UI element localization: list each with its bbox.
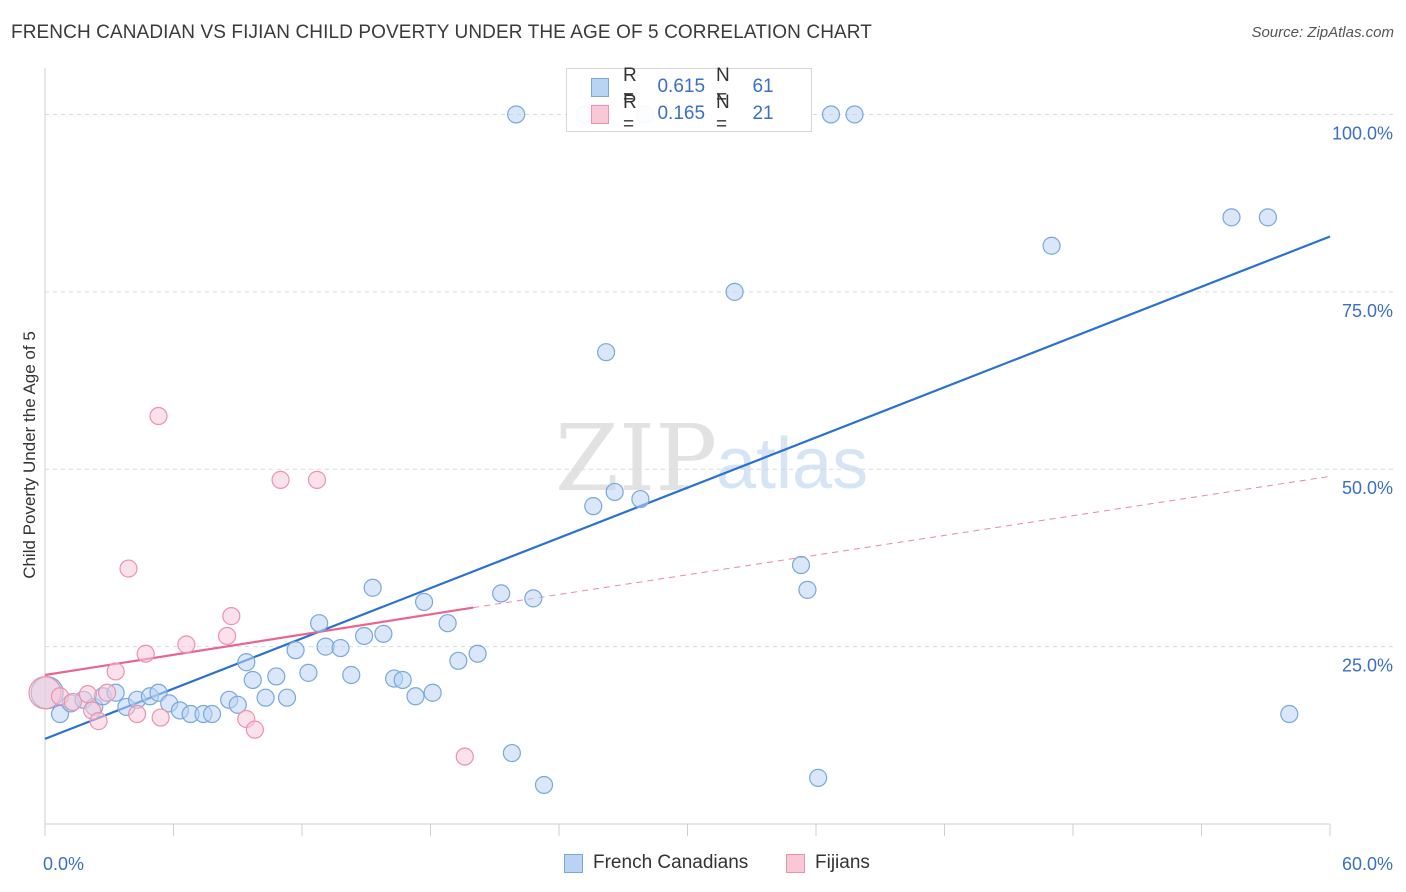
point-french-canadians <box>256 688 275 707</box>
grid-lines <box>45 113 1395 648</box>
point-french-canadians <box>597 343 616 362</box>
point-fijians <box>217 626 237 646</box>
legend-label: French Canadians <box>593 852 749 873</box>
x-tick-label: 60.0% <box>1342 854 1393 874</box>
point-french-canadians <box>406 687 425 706</box>
point-fijians <box>245 720 264 739</box>
y-tick-label: 100.0% <box>1332 123 1393 143</box>
chart-title: FRENCH CANADIAN VS FIJIAN CHILD POVERTY … <box>11 22 872 43</box>
point-french-canadians <box>267 667 286 686</box>
r-label: R = <box>623 92 637 135</box>
point-french-canadians <box>414 592 434 612</box>
point-french-canadians <box>331 638 350 658</box>
point-fijians <box>455 747 474 766</box>
point-french-canadians <box>228 695 247 714</box>
trend-line-fijians-extension <box>473 475 1331 609</box>
r-value: 0.165 <box>657 103 706 124</box>
legend-item-fijians[interactable]: Fijians <box>786 852 870 874</box>
legend: French Canadians Fijians <box>0 852 1406 878</box>
r-label: R = <box>623 65 637 108</box>
source-label: Source: ZipAtlas.com <box>1251 24 1394 41</box>
point-french-canadians <box>438 614 457 633</box>
stats-swatch-blue <box>591 77 610 97</box>
point-fijians <box>127 704 147 724</box>
x-tick-label: 0.0% <box>43 854 84 874</box>
point-french-canadians <box>310 614 329 633</box>
point-french-canadians <box>809 768 828 787</box>
stats-row-fijians: R = 0.165 N = 21 <box>591 92 811 135</box>
point-french-canadians <box>277 688 297 707</box>
point-french-canadians <box>502 743 521 763</box>
watermark-atlas: atlas <box>716 424 868 504</box>
watermark: ZIP atlas <box>555 405 868 512</box>
point-french-canadians <box>524 589 543 608</box>
point-fijians <box>89 712 108 731</box>
point-fijians <box>149 406 168 426</box>
point-french-canadians <box>1042 236 1061 255</box>
legend-item-french-canadians[interactable]: French Canadians <box>564 852 748 874</box>
point-fijians <box>119 559 138 578</box>
point-french-canadians <box>798 580 817 599</box>
point-fijians <box>63 692 82 712</box>
point-french-canadians <box>363 578 382 597</box>
point-french-canadians <box>631 489 650 509</box>
point-french-canadians <box>342 665 361 685</box>
n-value: 21 <box>752 103 774 124</box>
point-french-canadians <box>374 624 393 643</box>
point-french-canadians <box>845 105 864 124</box>
point-french-canadians <box>468 644 487 663</box>
n-label: N = <box>716 92 730 135</box>
tick-labels: 25.0% 50.0% 75.0% 100.0% 0.0% 60.0% <box>43 123 1393 874</box>
point-french-canadians <box>791 555 811 575</box>
point-french-canadians <box>237 653 256 672</box>
point-french-canadians <box>423 683 442 702</box>
point-fijians <box>106 662 125 681</box>
point-fijians <box>151 708 170 727</box>
point-french-canadians <box>286 641 305 660</box>
y-tick-label: 75.0% <box>1342 301 1393 321</box>
stats-row-french-canadians: R = 0.615 N = 61 <box>591 65 811 108</box>
point-fijians <box>271 470 290 489</box>
point-fijians <box>136 644 155 663</box>
point-french-canadians <box>507 105 526 124</box>
r-value: 0.615 <box>657 76 706 97</box>
point-french-canadians <box>725 282 744 301</box>
point-french-canadians <box>393 670 412 690</box>
n-value: 61 <box>752 76 774 97</box>
point-french-canadians <box>1280 704 1299 724</box>
point-french-canadians <box>243 670 262 690</box>
legend-swatch-blue <box>564 853 583 873</box>
point-fijians <box>222 607 241 626</box>
point-french-canadians <box>449 651 468 670</box>
point-fijians <box>307 470 327 489</box>
legend-label: Fijians <box>815 852 870 873</box>
trend-line-fijians <box>44 606 474 677</box>
trend-line-french-canadians <box>44 235 1331 740</box>
point-french-canadians <box>492 584 511 603</box>
point-fijians <box>177 635 196 654</box>
y-tick-label: 25.0% <box>1342 656 1393 676</box>
point-french-canadians <box>534 775 554 795</box>
point-french-canadians <box>202 704 222 724</box>
point-french-canadians <box>821 105 841 124</box>
n-label: N = <box>716 65 730 108</box>
point-french-canadians <box>584 497 603 516</box>
legend-swatch-pink <box>786 853 805 873</box>
point-fijians <box>98 683 117 702</box>
point-french-canadians <box>355 626 374 646</box>
y-tick-label: 50.0% <box>1342 478 1393 498</box>
data-points <box>28 105 1299 795</box>
point-french-canadians <box>1258 208 1277 227</box>
stats-box: R = 0.615 N = 61 R = 0.165 N = 21 <box>566 65 812 135</box>
point-french-canadians <box>299 663 318 682</box>
point-french-canadians <box>316 637 335 656</box>
point-french-canadians <box>1222 208 1241 227</box>
point-fijians <box>78 685 97 704</box>
point-french-canadians <box>605 482 624 502</box>
stats-swatch-pink <box>591 104 610 124</box>
